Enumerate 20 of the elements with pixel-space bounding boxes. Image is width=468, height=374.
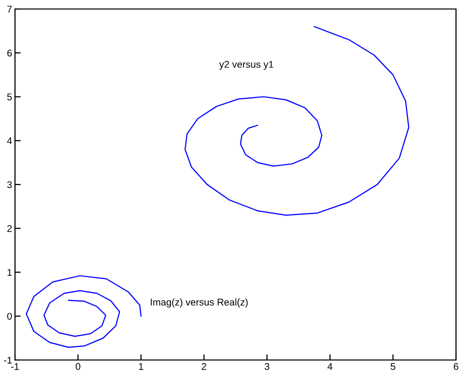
- x-tick-label: 1: [139, 363, 144, 370]
- y-tick-label: 5: [7, 94, 12, 100]
- x-tick-label: 0: [76, 363, 80, 370]
- x-tick-label: 3: [264, 363, 270, 370]
- y-tick-label: 3: [7, 181, 12, 188]
- text: y2 versus y1: [219, 60, 274, 70]
- y-tick-label: 0: [7, 312, 12, 320]
- y-tick-label: 2: [7, 225, 12, 232]
- x-tick-label: 5: [390, 363, 396, 370]
- y-tick-label: 1: [8, 269, 12, 276]
- line-series: [184, 26, 410, 216]
- y-tick-label: 7: [7, 6, 12, 13]
- line-series: [26, 275, 142, 348]
- y-tick-label: 6: [7, 50, 12, 56]
- y-tick-label: 4: [7, 137, 12, 144]
- x-tick-label: 6: [454, 363, 458, 370]
- series-label: Imag(z) versus Real(z): [150, 298, 248, 308]
- x-tick-label: 2: [202, 363, 206, 370]
- y-tick-label: -1: [4, 356, 12, 364]
- x-tick-label: 4: [328, 363, 332, 370]
